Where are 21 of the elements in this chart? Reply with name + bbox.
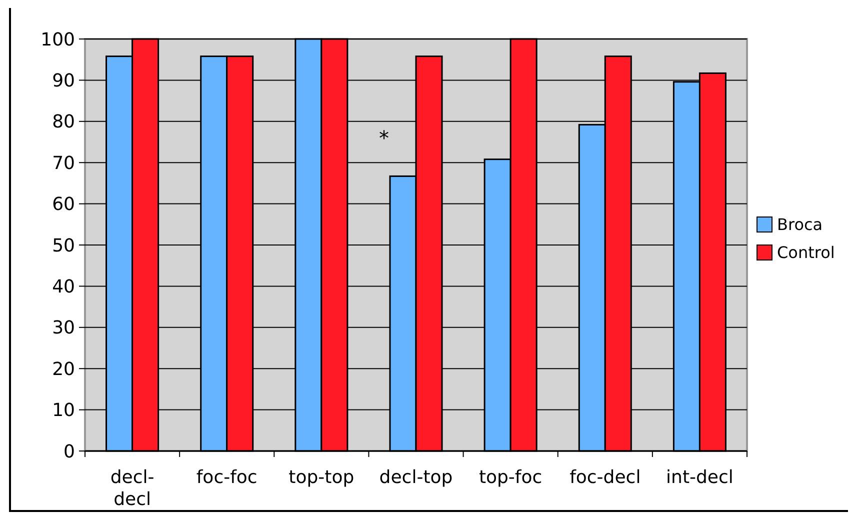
y-tick-label: 60	[52, 194, 75, 216]
x-tick-label: foc-decl	[570, 467, 641, 488]
y-tick-label: 10	[52, 400, 75, 422]
y-tick-label: 0	[64, 441, 75, 462]
y-tick-label: 100	[40, 29, 75, 50]
y-tick-label: 70	[52, 152, 75, 174]
y-tick-label: 80	[52, 112, 75, 133]
y-tick-label: 40	[52, 276, 75, 298]
y-tick-label: 30	[52, 318, 75, 339]
x-tick-label: int-decl	[666, 467, 734, 488]
legend-label: Broca	[777, 215, 823, 234]
legend-label: Control	[777, 243, 835, 262]
y-tick-label: 90	[52, 70, 75, 92]
annotation: *	[378, 126, 389, 150]
x-tick-label: foc-foc	[196, 467, 258, 488]
x-tick-label: decl-decl	[110, 467, 154, 510]
x-tick-label: decl-top	[379, 467, 453, 488]
x-tick-label: top-top	[288, 467, 354, 488]
x-tick-label: top-foc	[478, 467, 542, 488]
y-tick-label: 20	[52, 358, 75, 380]
y-tick-label: 50	[52, 235, 75, 256]
